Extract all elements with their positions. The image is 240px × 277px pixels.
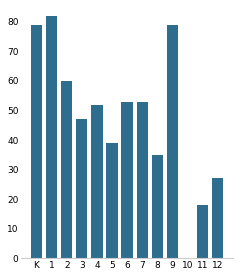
Bar (46, 16, 57, 258)
Bar (152, 155, 163, 258)
Bar (61, 81, 72, 258)
Bar (31, 25, 42, 258)
Bar (212, 178, 223, 258)
Bar (167, 25, 178, 258)
Bar (197, 205, 208, 258)
Bar (137, 102, 148, 258)
Bar (76, 119, 88, 258)
Bar (106, 143, 118, 258)
Bar (91, 104, 102, 258)
Bar (121, 102, 133, 258)
